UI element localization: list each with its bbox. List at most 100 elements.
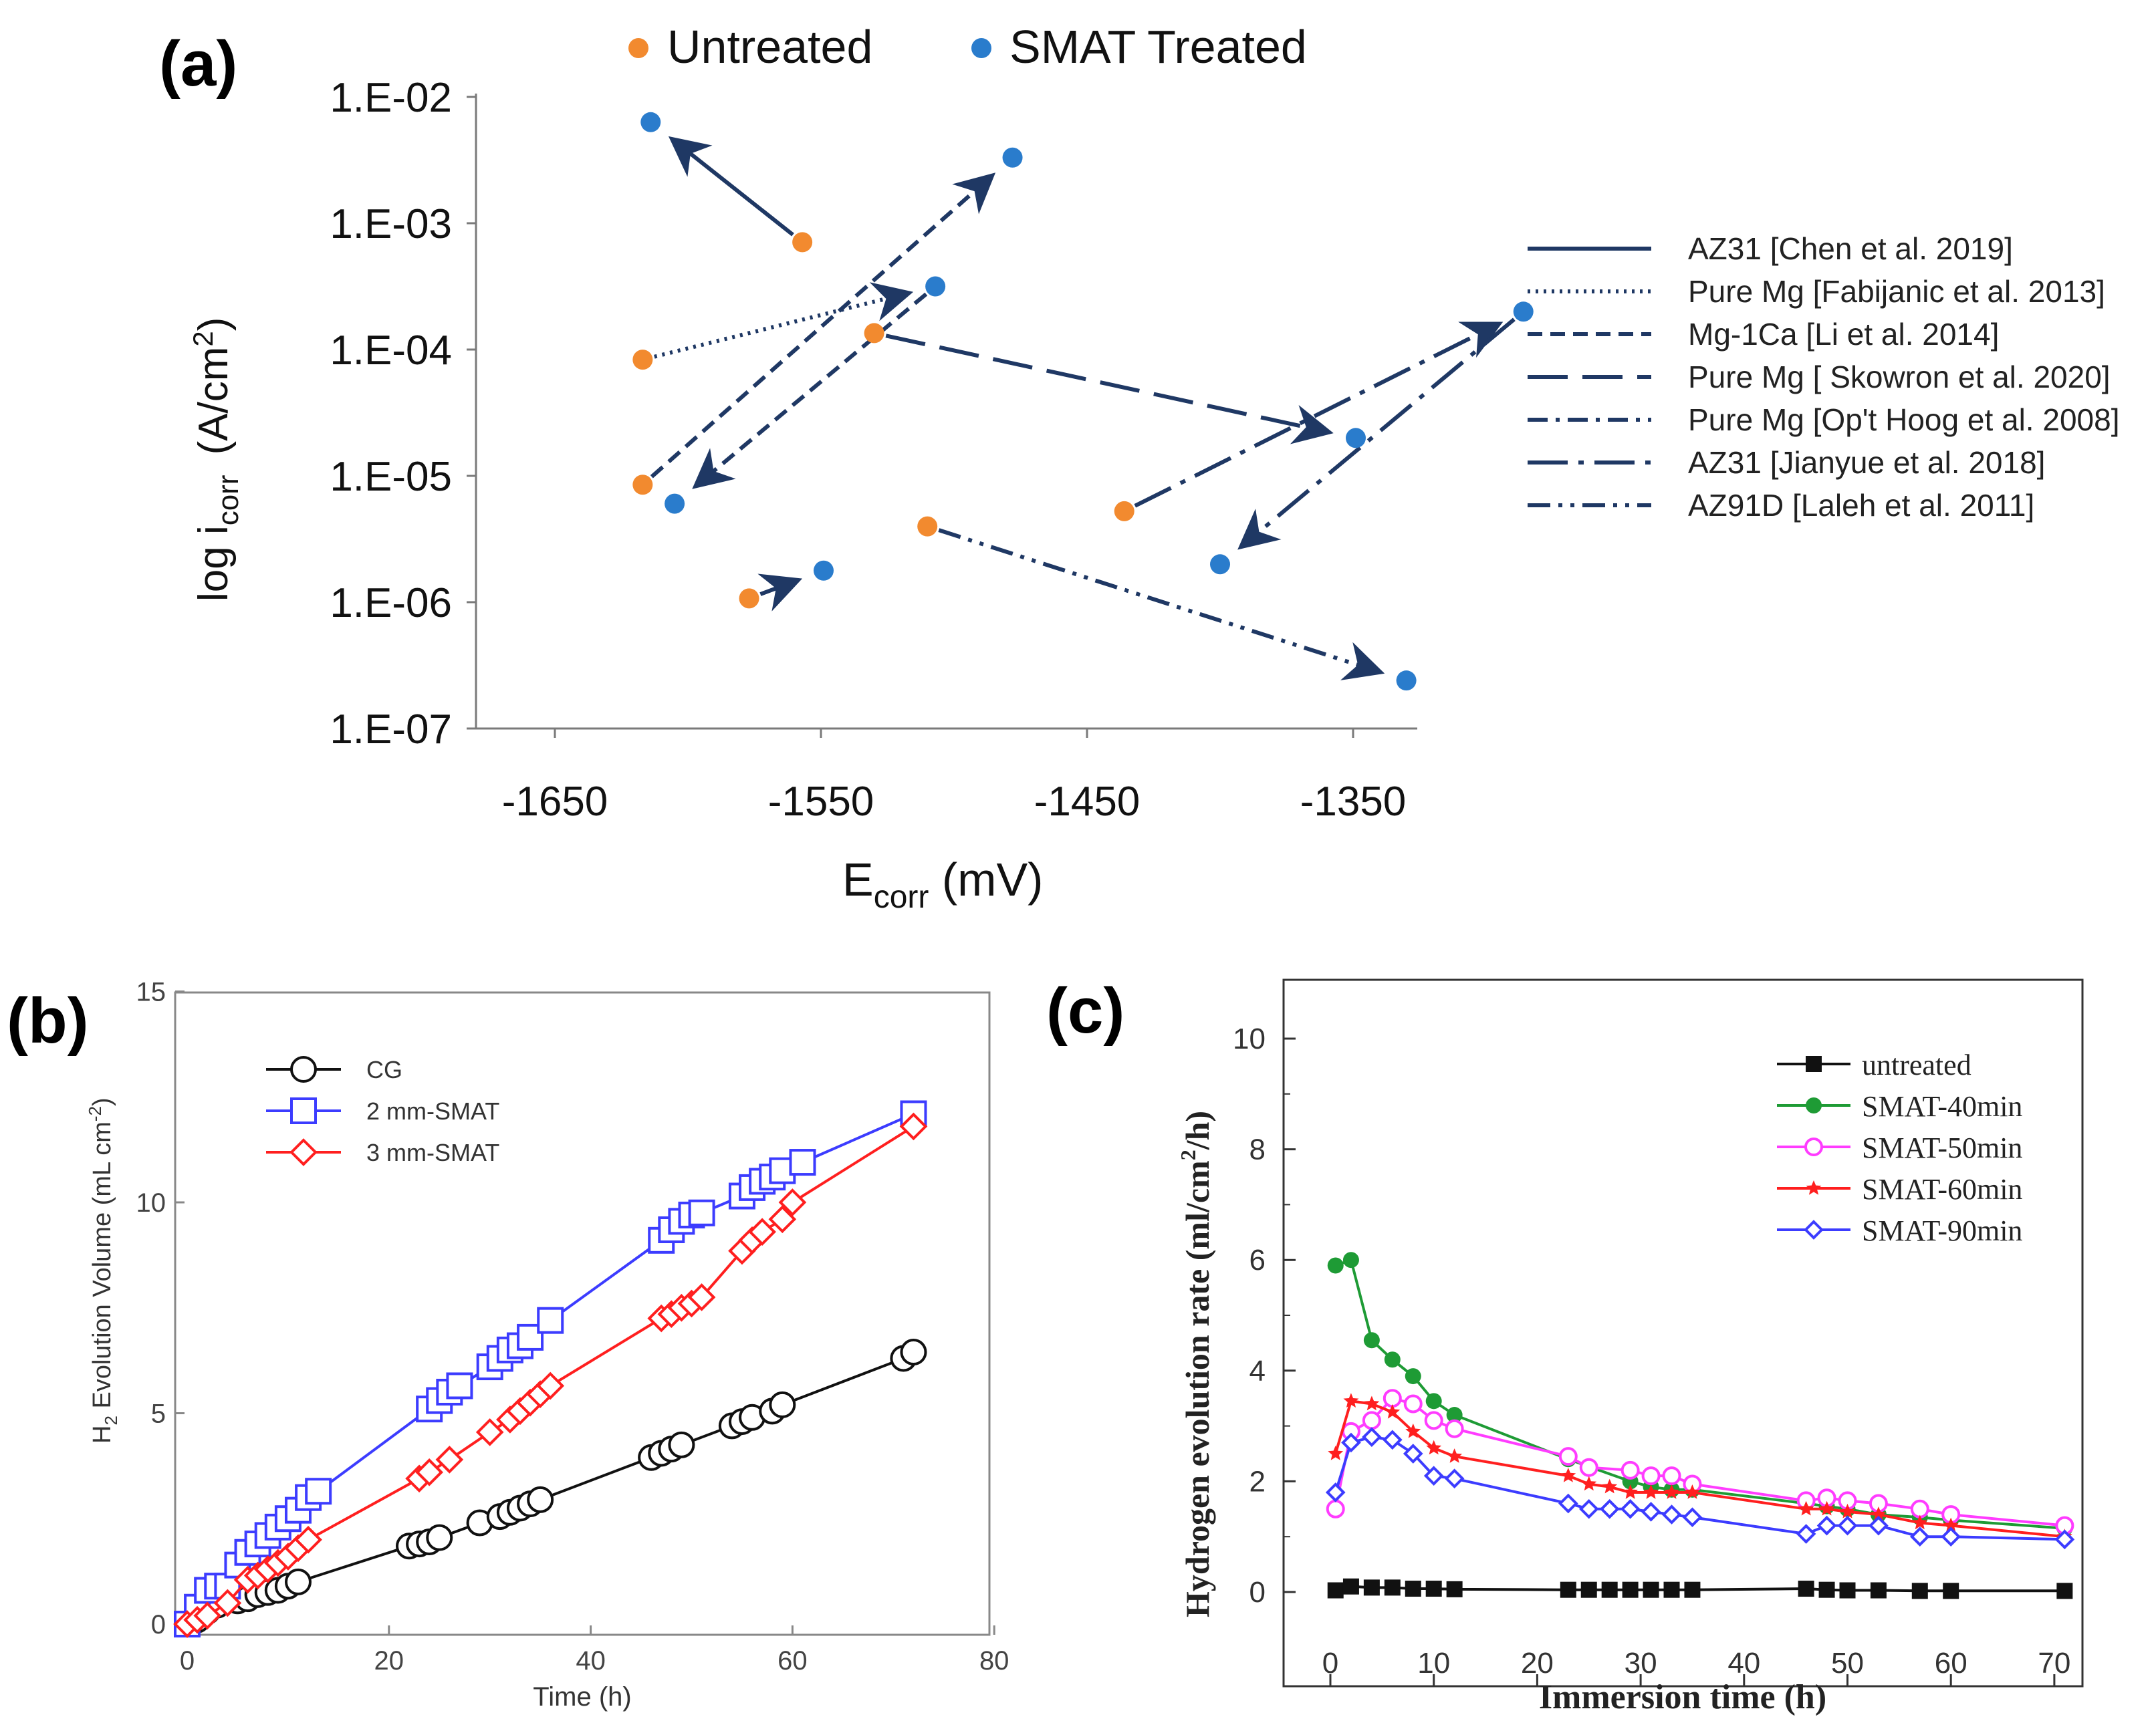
point-untreated (1684, 1581, 1701, 1598)
panel-b-ylabel-close: ) (88, 1097, 116, 1106)
point-smat-50min (1403, 1394, 1423, 1414)
point-smat-50min (1621, 1460, 1640, 1480)
smat-treated-point (1345, 428, 1366, 448)
panel-a-x-tick-label: -1550 (768, 779, 874, 825)
panel-a-ylabel-close: ) (191, 317, 237, 332)
panel-a-series-legend: AZ31 [Chen et al. 2019] Pure Mg [Fabijani… (1528, 231, 2119, 523)
panel-a-xlabel: Ecorr (mV) (842, 853, 1043, 915)
legend-marker-smat-50min (1804, 1138, 1823, 1156)
point-smat-90min (1325, 1482, 1346, 1502)
point-smat-60min (1871, 1506, 1887, 1521)
smat-treated-point (640, 112, 661, 132)
point-smat-90min (1362, 1427, 1382, 1447)
panel-a-xlabel-unit: (mV) (929, 853, 1043, 906)
point-smat-60min (1426, 1440, 1442, 1455)
legend-label-2-mm-smat: 2 mm-SMAT (366, 1097, 499, 1125)
legend-label-pure-mg-fabijanic-et-al-2013: Pure Mg [Fabijanic et al. 2013] (1688, 274, 2105, 309)
panel-a-y-tick-label: 1.E-04 (330, 327, 452, 374)
untreated-point (739, 588, 759, 609)
point-untreated (1601, 1581, 1618, 1598)
panel-c-x-tick-label: 30 (1625, 1647, 1657, 1680)
point-untreated (1580, 1581, 1597, 1598)
series-pure-mg-op-t-hoog-et-al-2008 (757, 573, 803, 612)
series-az31-jianyue-et-al-2018 (1134, 321, 1504, 508)
point-smat-90min (1661, 1504, 1682, 1525)
panel-c-x-tick-label: 10 (1417, 1647, 1450, 1680)
panel-c-y-tick-label: 8 (1249, 1134, 1266, 1166)
panel-c-x-tick-label: 20 (1521, 1647, 1554, 1680)
point-smat-40min (1384, 1351, 1401, 1368)
point-smat-60min (1602, 1478, 1618, 1494)
panel-b-x-tick-label: 80 (979, 1646, 1009, 1676)
panel-b-ylabel: H2 Evolution Volume (mL cm-2) (85, 1097, 121, 1444)
point-smat-90min (1599, 1498, 1620, 1519)
point-smat-90min (1444, 1468, 1465, 1489)
point-untreated (2056, 1583, 2073, 1599)
point-smat-90min (1796, 1524, 1816, 1544)
untreated-point (792, 232, 813, 253)
point-3-mm-smat (213, 1589, 242, 1617)
point-smat-60min (1343, 1393, 1359, 1408)
panel-b-y-tick-label: 10 (136, 1188, 166, 1218)
panel-a-y-ticks: 1.E-02 1.E-03 1.E-04 1.E-05 1.E-06 1.E-07 (330, 75, 476, 753)
point-3-mm-smat (687, 1283, 716, 1311)
smat-treated-legend-label: SMAT Treated (1009, 21, 1307, 73)
legend-label-az91d-laleh-et-al-2011: AZ91D [Laleh et al. 2011] (1688, 488, 2034, 523)
untreated-point (864, 323, 884, 344)
panel-c-series (1325, 1252, 2075, 1599)
untreated-point (917, 516, 938, 537)
point-smat-60min (1581, 1476, 1597, 1491)
panel-a-y-tick-label: 1.E-03 (330, 201, 452, 247)
point-smat-90min (1941, 1527, 1961, 1547)
panel-a: (a) Untreated SMAT Treated 1.E-021.E-031… (159, 21, 2119, 915)
point-untreated (1560, 1581, 1576, 1598)
point-3-mm-smat (778, 1188, 807, 1216)
panel-b-ylabel-rest: Evolution Volume (mL cm (88, 1121, 116, 1416)
point-cg (900, 1339, 927, 1366)
point-smat-90min (1578, 1498, 1599, 1519)
point-cg (284, 1568, 312, 1595)
panel-a-y-tick-label: 1.E-06 (330, 580, 452, 626)
panel-a-x-tick-label: -1450 (1034, 779, 1141, 825)
point-smat-50min (1362, 1411, 1381, 1430)
point-smat-90min (1341, 1432, 1361, 1453)
point-cg (426, 1524, 453, 1551)
point-smat-50min (1424, 1411, 1443, 1430)
legend-label-mg-1ca-li-et-al-2014: Mg-1Ca [Li et al. 2014] (1688, 317, 1999, 352)
panel-a-x-ticks: -1650 -1550 -1450 -1350 (502, 728, 1406, 825)
point-untreated (1839, 1582, 1856, 1599)
point-smat-50min (1662, 1466, 1681, 1486)
panel-c-ticks: 0 2 4 6 8 10 0 10 20 30 40 50 60 70 (1233, 1023, 2070, 1686)
panel-c-y-tick-label: 2 (1249, 1465, 1266, 1498)
point-3-mm-smat (193, 1601, 222, 1630)
point-cg (527, 1486, 554, 1513)
legend-label-pure-mg-skowron-et-al-2020: Pure Mg [ Skowron et al. 2020] (1688, 360, 2111, 394)
panel-b-series (173, 1100, 928, 1638)
point-untreated (1911, 1583, 1928, 1599)
point-smat-90min (2054, 1529, 2075, 1550)
point-untreated (1663, 1581, 1680, 1598)
panel-a-ylabel-unit: (A/cm (191, 347, 237, 455)
legend-label-smat-40min: SMAT-40min (1862, 1090, 2022, 1123)
panel-b-y-tick-label: 0 (151, 1610, 166, 1639)
panel-a-points (632, 112, 1534, 691)
panel-c-xlabel: Immersion time (h) (1539, 1678, 1826, 1716)
point-3-mm-smat (748, 1218, 776, 1246)
point-smat-90min (1682, 1507, 1703, 1528)
point-smat-90min (1909, 1527, 1930, 1547)
point-smat-50min (1383, 1389, 1402, 1408)
legend-label-smat-60min: SMAT-60min (1862, 1173, 2022, 1206)
panel-c-y-tick-label: 4 (1249, 1355, 1266, 1387)
panel-b-ylabel-sub: 2 (101, 1416, 121, 1425)
untreated-legend-label: Untreated (667, 21, 872, 73)
point-3-mm-smat (768, 1205, 797, 1234)
smat-treated-point (1210, 554, 1230, 575)
point-smat-60min (1643, 1484, 1659, 1499)
point-cg (668, 1431, 695, 1458)
panel-c-label: (c) (1046, 975, 1124, 1047)
panel-c-y-tick-label: 10 (1233, 1023, 1266, 1055)
panel-b-x-tick-label: 60 (777, 1646, 808, 1676)
point-untreated (1327, 1582, 1344, 1599)
point-3-mm-smat (475, 1418, 504, 1446)
panel-a-y-tick-label: 1.E-07 (330, 706, 452, 753)
